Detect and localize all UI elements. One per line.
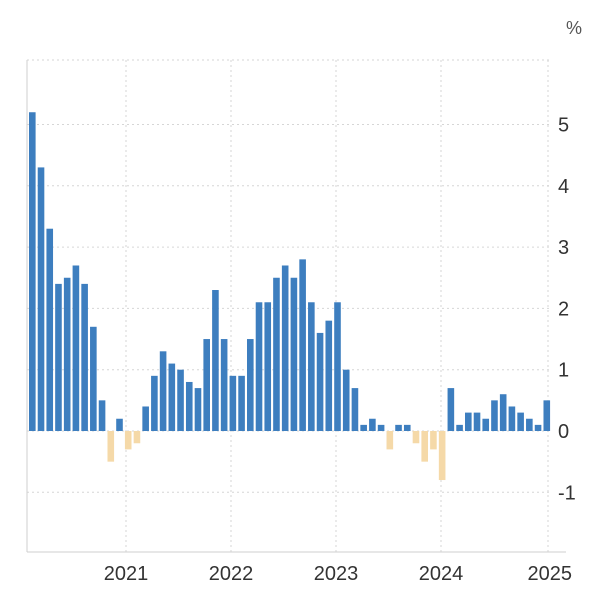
bar: [526, 418, 533, 431]
bar: [264, 302, 272, 431]
bar: [46, 228, 54, 431]
bar: [447, 388, 455, 431]
x-tick-label: 2022: [209, 563, 254, 585]
bar: [430, 431, 437, 450]
y-tick-label: 1: [558, 360, 569, 382]
bar: [290, 277, 298, 431]
y-tick-label: -1: [558, 482, 576, 504]
tick-labels: -1 0 1 2 3 4 5 2021 2022 2023 2024 2025: [104, 115, 576, 586]
bar: [412, 431, 420, 444]
bar: [386, 431, 394, 450]
bar: [508, 406, 516, 431]
bar: [377, 424, 385, 431]
bar: [90, 326, 97, 431]
x-tick-label: 2023: [314, 563, 359, 585]
bar: [308, 302, 315, 431]
bar: [72, 265, 80, 431]
bar: [107, 431, 115, 462]
bar: [124, 431, 132, 450]
bar: [543, 400, 551, 431]
bar: [37, 167, 45, 431]
bar: [465, 412, 472, 431]
bar: [281, 265, 289, 431]
bar: [212, 290, 219, 431]
bar: [55, 283, 62, 431]
y-tick-label: 0: [558, 421, 569, 443]
bar: [499, 394, 507, 431]
bar: [360, 424, 367, 431]
y-unit-label: %: [566, 18, 582, 38]
bar: [177, 369, 184, 431]
bar: [517, 412, 524, 431]
bar: [403, 424, 411, 431]
bar: [133, 431, 141, 444]
bar: [238, 375, 245, 431]
bar: [98, 400, 106, 431]
x-tick-label: 2021: [104, 563, 149, 585]
bar: [220, 339, 228, 431]
bar: [369, 418, 376, 431]
bar: [255, 302, 263, 431]
bar: [29, 112, 36, 432]
bar: [491, 400, 498, 431]
bar: [63, 277, 71, 431]
bar: [168, 363, 176, 431]
bar: [194, 388, 202, 431]
bar: [342, 369, 350, 431]
bar: [438, 431, 446, 481]
bar: [534, 424, 542, 431]
y-tick-label: 5: [558, 115, 569, 137]
bar: [299, 259, 306, 431]
bar: [334, 302, 341, 431]
bar: [473, 412, 481, 431]
bar: [142, 406, 149, 431]
bar: [229, 375, 237, 431]
bar: [185, 381, 193, 431]
bar: [247, 339, 254, 431]
bar: [421, 431, 428, 462]
bar: [151, 375, 158, 431]
bar: [273, 277, 280, 431]
x-tick-label: 2025: [528, 563, 573, 585]
bar: [395, 424, 402, 431]
bar: [81, 283, 88, 431]
bar: [456, 424, 463, 431]
y-tick-label: 4: [558, 176, 569, 198]
bar: [351, 388, 359, 431]
bar: [482, 418, 490, 431]
bar: [203, 339, 210, 431]
bars: [29, 112, 551, 481]
bar: [159, 351, 167, 431]
y-tick-label: 3: [558, 237, 569, 259]
y-tick-label: 2: [558, 298, 569, 320]
bar: [116, 418, 123, 431]
bar: [316, 332, 324, 431]
bar: [325, 320, 333, 431]
grid: [27, 59, 550, 552]
axes: [26, 60, 566, 553]
x-tick-label: 2024: [419, 563, 464, 585]
